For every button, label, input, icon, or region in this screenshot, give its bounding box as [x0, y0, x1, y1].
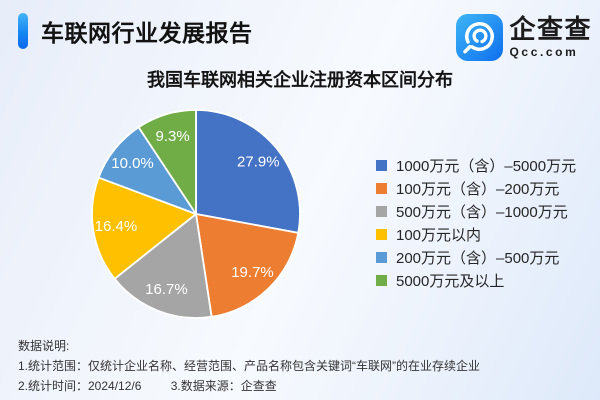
notes-time: 2.统计时间：2024/12/6	[18, 379, 142, 393]
legend-swatch	[376, 160, 387, 171]
legend-label: 5000万元及以上	[396, 273, 505, 290]
legend-label: 100万元以内	[396, 227, 482, 244]
notes-row: 2.统计时间：2024/12/6 3.数据来源：企查查	[18, 376, 480, 396]
legend-swatch	[376, 206, 387, 217]
pie-chart: 27.9% 19.7% 16.7% 16.4% 10.0%9.3%	[91, 109, 301, 319]
brand-name: 企查查	[509, 14, 592, 44]
notes-source: 3.数据来源：企查查	[170, 379, 277, 393]
legend-item: 5000万元及以上	[376, 269, 576, 292]
legend-item: 1000万元（含）–5000万元	[376, 154, 576, 177]
legend-item: 100万元（含）–200万元	[376, 177, 576, 200]
legend-swatch	[376, 275, 387, 286]
legend-swatch	[376, 252, 387, 263]
legend-label: 500万元（含）–1000万元	[396, 204, 568, 221]
pie-slice	[195, 109, 301, 234]
chart-title: 我国车联网相关企业注册资本区间分布	[147, 70, 453, 90]
qcc-magnifier-c-icon	[456, 14, 504, 61]
data-notes: 数据说明: 1.统计范围：仅统计企业名称、经营范围、产品名称包含关键词“车联网”…	[18, 336, 480, 396]
report-title: 车联网行业发展报告	[41, 20, 253, 46]
legend-label: 100万元（含）–200万元	[396, 181, 560, 198]
pie-slice-label: 16.4%	[95, 218, 138, 235]
pie-slice-label: 19.7%	[231, 264, 274, 281]
pie-slice-label: 27.9%	[237, 154, 280, 171]
brand-domain: Qcc.com	[509, 45, 579, 59]
brand-text: 企查查 Qcc.com	[509, 16, 592, 59]
notes-heading: 数据说明:	[18, 339, 70, 353]
pie-slice-label: 10.0%	[111, 155, 154, 172]
legend-swatch	[376, 229, 387, 240]
legend-label: 1000万元（含）–5000万元	[396, 158, 577, 175]
header-accent-bar	[18, 13, 28, 49]
pie-slice	[195, 213, 300, 318]
pie-slice	[113, 213, 213, 319]
brand-logo: 企查查 Qcc.com	[456, 14, 592, 61]
pie-slice-label: 16.7%	[145, 281, 188, 298]
notes-scope: 1.统计范围：仅统计企业名称、经营范围、产品名称包含关键词“车联网”的在业存续企…	[18, 359, 481, 373]
legend-item: 500万元（含）–1000万元	[376, 200, 576, 223]
report-header: 车联网行业发展报告	[18, 13, 253, 49]
legend-swatch	[376, 183, 387, 194]
pie-slice	[137, 109, 197, 215]
pie-slice-label: 9.3%	[155, 128, 189, 145]
chart-legend: 1000万元（含）–5000万元 100万元（含）–200万元 500万元（含）–1…	[376, 154, 576, 292]
legend-item: 100万元以内	[376, 223, 576, 246]
legend-item: 200万元（含）–500万元	[376, 246, 576, 269]
legend-label: 200万元（含）–500万元	[396, 250, 560, 267]
pie-slice	[91, 176, 197, 280]
